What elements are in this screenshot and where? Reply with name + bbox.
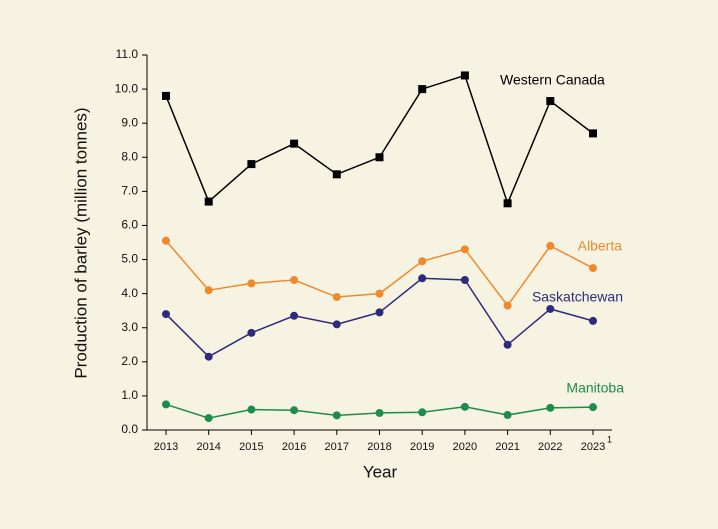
- x-tick-label: 2014: [196, 441, 220, 453]
- y-tick-label: 6.0: [121, 218, 138, 232]
- data-point: [247, 405, 256, 414]
- data-point: [204, 286, 213, 295]
- y-tick-label: 11.0: [116, 47, 139, 61]
- data-point: [503, 411, 512, 419]
- data-point: [375, 289, 384, 298]
- data-point: [247, 160, 256, 169]
- data-point: [418, 257, 427, 266]
- y-tick-label: 4.0: [121, 286, 138, 300]
- x-tick-label: 2013: [154, 441, 178, 453]
- data-point: [162, 236, 170, 245]
- data-point: [332, 411, 341, 420]
- data-point: [162, 400, 170, 409]
- y-tick-label: 1.0: [121, 388, 138, 402]
- data-point: [460, 276, 469, 284]
- data-point: [375, 408, 384, 417]
- x-tick-label: 2017: [325, 441, 349, 453]
- data-point: [589, 264, 597, 273]
- data-point: [418, 274, 427, 283]
- data-point: [162, 91, 170, 100]
- y-tick-label: 0.0: [121, 422, 138, 436]
- data-point: [332, 293, 341, 302]
- data-point: [418, 85, 427, 94]
- series-label: Western Canada: [500, 72, 605, 88]
- data-point: [204, 352, 213, 361]
- data-point: [546, 97, 555, 106]
- data-point: [332, 320, 341, 329]
- x-tick-label: 2018: [367, 441, 391, 453]
- data-point: [162, 310, 170, 319]
- x-tick-label: 2020: [453, 441, 477, 453]
- y-axis-label: Production of barley (million tonnes): [71, 107, 90, 378]
- x-axis-label: Year: [363, 462, 398, 481]
- data-point: [503, 199, 512, 208]
- series-label: Manitoba: [566, 380, 624, 396]
- x-tick-footnote: 1: [607, 434, 612, 444]
- x-tick-label: 2016: [282, 441, 306, 453]
- series-label: Saskatchewan: [532, 289, 623, 305]
- data-point: [247, 279, 256, 288]
- data-point: [589, 316, 597, 325]
- data-point: [460, 402, 469, 411]
- data-point: [290, 139, 299, 148]
- data-point: [290, 311, 299, 320]
- data-point: [290, 276, 299, 284]
- data-point: [503, 340, 512, 349]
- data-point: [375, 153, 384, 162]
- y-tick-label: 5.0: [121, 252, 138, 266]
- data-point: [546, 304, 555, 313]
- x-tick-label: 2021: [495, 441, 519, 453]
- data-point: [503, 301, 512, 310]
- data-point: [204, 414, 213, 423]
- data-point: [546, 241, 555, 250]
- x-tick-label: 2015: [239, 441, 263, 453]
- data-point: [418, 408, 427, 417]
- y-tick-label: 2.0: [121, 354, 138, 368]
- y-tick-label: 8.0: [121, 149, 138, 163]
- x-tick-label: 2023: [581, 441, 605, 453]
- data-point: [589, 129, 597, 138]
- data-point: [375, 308, 384, 317]
- data-point: [460, 71, 469, 80]
- data-point: [332, 170, 341, 179]
- data-point: [546, 403, 555, 412]
- x-tick-label: 2022: [538, 441, 562, 453]
- y-tick-label: 10.0: [115, 81, 139, 95]
- x-tick-label: 2019: [410, 441, 434, 453]
- data-point: [247, 328, 256, 337]
- series-label: Alberta: [578, 238, 623, 254]
- y-tick-label: 7.0: [121, 184, 138, 198]
- data-point: [589, 403, 597, 412]
- data-point: [460, 245, 469, 254]
- data-point: [290, 406, 299, 415]
- data-point: [204, 197, 213, 206]
- y-tick-label: 3.0: [121, 320, 138, 334]
- y-tick-label: 9.0: [121, 115, 138, 129]
